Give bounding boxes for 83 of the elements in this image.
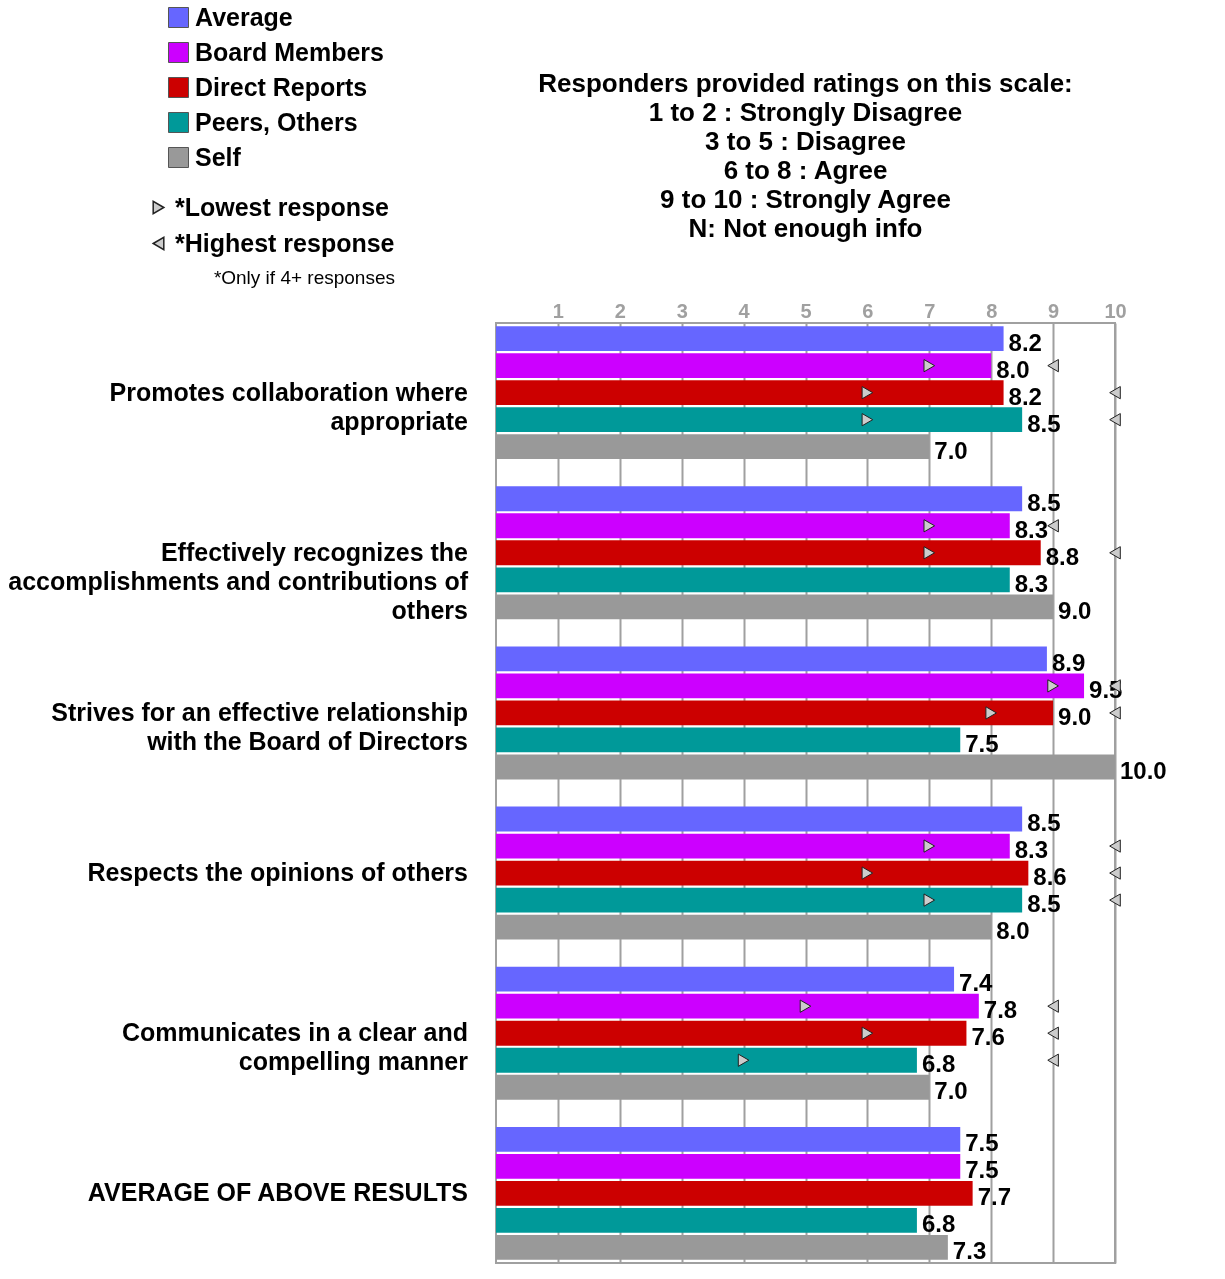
x-tick-label: 9 [1048,299,1060,322]
bar [496,833,1010,859]
data-label: 8.5 [1027,890,1061,918]
data-label: 7.0 [934,1077,968,1105]
x-tick-label: 6 [862,299,874,322]
legend-label: Direct Reports [195,72,368,101]
bar [496,966,955,992]
bar [496,806,1023,832]
y-tick-label: Respects the opinions of others [87,858,468,887]
legend-label: *Highest response [175,228,395,257]
bar [496,326,1004,352]
data-label: 7.3 [952,1237,987,1265]
data-label: 7.5 [965,1129,999,1157]
x-tick-label: 1 [552,299,564,322]
data-label: 7.4 [959,969,994,997]
text: 3 to 5 : Disagree [705,126,906,156]
data-label: 9.0 [1058,596,1092,624]
data-label: 8.5 [1027,488,1061,516]
data-label: 7.0 [934,436,968,464]
data-label: 8.9 [1051,648,1086,676]
legend-label: Self [195,142,242,171]
y-tick-label: Strives for an effective relationship with the Board of Directors [51,697,468,755]
bar [496,1180,973,1206]
data-label: 7.5 [965,1156,999,1184]
data-label: 6.8 [921,1210,956,1238]
legend-label: *Lowest response [175,192,390,221]
y-tick-label: Promotes collaboration where appropriate [109,377,469,435]
legend-label: Average [195,2,293,31]
text: *Only if 4+ responses [213,267,395,288]
bar [496,727,961,753]
text: 6 to 8 : Agree [723,155,888,185]
data-label: 8.8 [1045,542,1080,570]
bar [496,513,1010,539]
data-label: 7.6 [971,1023,1005,1051]
data-label: 7.5 [965,729,999,757]
legend-label: Board Members [195,37,384,66]
legend-label: Peers, Others [195,107,358,136]
x-tick-label: 3 [676,299,688,322]
data-label: 8.2 [1008,382,1042,410]
bar [496,860,1029,886]
data-label: 8.2 [1008,328,1042,356]
text: 1 to 2 : Strongly Disagree [648,97,963,127]
data-label: 8.0 [996,355,1030,383]
data-label: 8.0 [996,917,1030,945]
data-label: 8.3 [1014,569,1049,597]
x-tick-label: 4 [738,299,751,322]
bar [496,380,1004,406]
data-label: 8.3 [1014,515,1049,543]
text: N: Not enough info [688,213,923,243]
bar [496,887,1023,913]
y-tick-label: Communicates in a clear and compelling manner [122,1018,469,1076]
data-label: 8.3 [1014,836,1049,864]
bar [496,486,1023,512]
bar [496,673,1085,699]
data-label: 8.6 [1033,863,1067,891]
bar [496,1207,917,1233]
x-tick-label: 5 [800,299,812,322]
bar [496,1020,967,1046]
text: Responders provided ratings on this scale: [538,68,1073,98]
bar [496,540,1041,566]
data-label: 7.7 [977,1183,1012,1211]
y-tick-label: Effectively recognizes the accomplishments and contributions of others [8,537,469,624]
data-label: 8.5 [1027,809,1061,837]
bar [496,1047,917,1073]
data-label: 7.8 [983,996,1018,1024]
y-tick-label: AVERAGE OF ABOVE RESULTS [87,1178,468,1207]
x-tick-label: 10 [1104,299,1127,322]
text: 9 to 10 : Strongly Agree [660,184,951,214]
x-tick-label: 7 [924,299,936,322]
bar [496,407,1023,433]
bar [496,567,1010,593]
data-label: 10.0 [1120,756,1167,784]
bar [496,1153,961,1179]
x-tick-label: 8 [986,299,998,322]
bar [496,1126,961,1152]
bar [496,700,1054,726]
data-label: 6.8 [921,1050,956,1078]
bar [496,353,992,379]
data-label: 9.0 [1058,702,1092,730]
x-tick-label: 2 [614,299,626,322]
bar [496,646,1047,672]
data-label: 8.5 [1027,409,1061,437]
bar [496,993,979,1019]
